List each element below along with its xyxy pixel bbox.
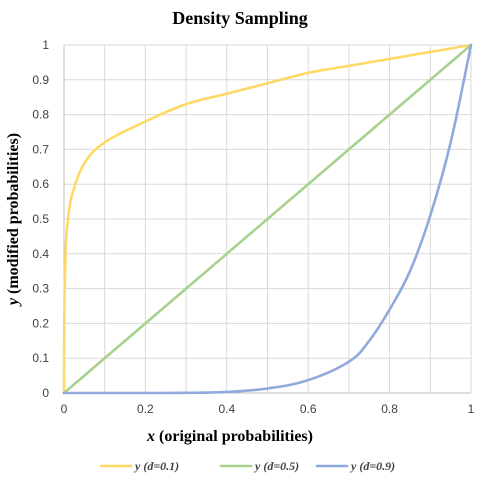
y-tick-label: 0 (42, 386, 49, 400)
series-line-1 (62, 43, 473, 395)
y-tick-label: 0.8 (32, 108, 49, 122)
series-line-3 (62, 43, 473, 395)
x-tick-label: 0.4 (218, 402, 235, 416)
y-tick-label: 0.4 (32, 247, 49, 261)
y-axis-title: y (modified probabilities) (5, 133, 22, 307)
y-tick-label: 0.6 (32, 177, 49, 191)
legend-label-2: y (d=0.5) (253, 459, 299, 473)
legend-label-1: y (d=0.1) (133, 459, 179, 473)
x-axis-title: x (original probabilities) (146, 428, 313, 445)
x-tick-label: 0.6 (300, 402, 317, 416)
x-tick-label: 0 (61, 402, 68, 416)
y-tick-label: 0.2 (32, 316, 49, 330)
legend: y (d=0.1) y (d=0.5) y (d=0.9) (99, 459, 395, 473)
y-tick-label: 1 (42, 38, 49, 52)
legend-label-3: y (d=0.9) (349, 459, 395, 473)
series-lines (62, 43, 473, 395)
x-tick-label: 0.8 (381, 402, 398, 416)
y-tick-label: 0.3 (32, 282, 49, 296)
y-axis-label: (modified probabilities) (5, 133, 22, 298)
series-line-2 (62, 43, 473, 395)
y-tick-label: 0.5 (32, 212, 49, 226)
x-tick-label: 1 (468, 402, 475, 416)
y-tick-label: 0.7 (32, 142, 49, 156)
y-tick-label: 0.9 (32, 73, 49, 87)
x-tick-label: 0.2 (137, 402, 154, 416)
x-axis-var: x (146, 428, 155, 445)
chart-title: Density Sampling (172, 8, 308, 28)
x-axis-label: (original probabilities) (155, 428, 313, 445)
tick-labels: 0 0.2 0.4 0.6 0.8 1 0 0.1 0.2 0.3 0.4 0.5 0.6 0.7 0.8 0… (32, 38, 474, 416)
y-tick-label: 0.1 (32, 351, 49, 365)
y-axis-var: y (5, 297, 22, 307)
grid-lines (63, 44, 472, 394)
